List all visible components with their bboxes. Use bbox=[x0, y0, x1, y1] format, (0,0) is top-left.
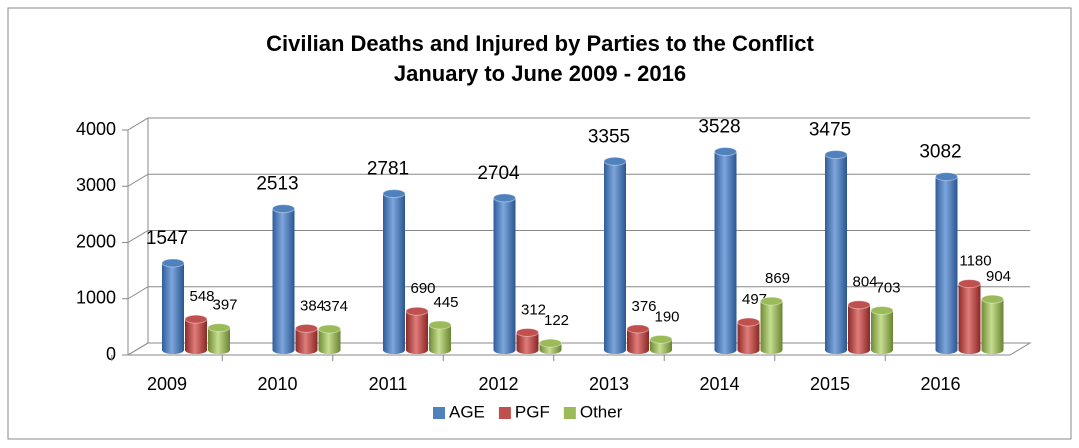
x-tick-label: 2010 bbox=[257, 374, 297, 394]
bar-top bbox=[295, 323, 318, 333]
bar bbox=[516, 332, 539, 354]
bar-top bbox=[760, 296, 783, 306]
legend-label: Other bbox=[580, 402, 623, 421]
bar-top bbox=[649, 334, 673, 344]
bar bbox=[162, 262, 184, 354]
bar-top bbox=[539, 338, 562, 348]
value-label: 445 bbox=[433, 294, 458, 311]
bar-top bbox=[161, 258, 185, 268]
value-label: 122 bbox=[544, 312, 569, 329]
bar bbox=[318, 328, 341, 354]
bar bbox=[650, 339, 672, 354]
bar bbox=[406, 311, 428, 354]
bar bbox=[493, 197, 516, 354]
bar-top bbox=[626, 324, 650, 334]
value-label: 1180 bbox=[959, 253, 991, 270]
legend-swatch bbox=[433, 407, 445, 419]
bar-top bbox=[824, 150, 848, 160]
bar bbox=[185, 319, 207, 354]
y-tick-label: 1000 bbox=[76, 288, 116, 308]
y-tick-label: 0 bbox=[106, 344, 116, 364]
bar bbox=[871, 310, 893, 354]
legend-label: AGE bbox=[449, 402, 485, 421]
value-label: 3082 bbox=[919, 142, 961, 163]
bar bbox=[935, 176, 958, 354]
value-label: 312 bbox=[521, 301, 546, 318]
bar bbox=[295, 328, 318, 354]
grid-line bbox=[127, 117, 1030, 131]
value-label: 374 bbox=[323, 298, 348, 315]
legend-swatch bbox=[563, 407, 576, 419]
value-label: 397 bbox=[212, 297, 237, 314]
legend-label: PGF bbox=[515, 402, 550, 421]
value-label: 690 bbox=[410, 280, 435, 297]
bar-top bbox=[935, 172, 958, 182]
x-tick-label: 2012 bbox=[478, 374, 518, 394]
value-label: 190 bbox=[654, 308, 679, 325]
bar-top bbox=[958, 279, 981, 289]
value-label: 2781 bbox=[367, 159, 409, 180]
bar-top bbox=[272, 204, 295, 214]
bar bbox=[958, 283, 981, 354]
bar-top bbox=[428, 320, 452, 330]
y-tick-label: 3000 bbox=[76, 175, 116, 195]
bar-top bbox=[318, 324, 341, 334]
chart-subtitle: January to June 2009 - 2016 bbox=[394, 61, 686, 86]
floor bbox=[126, 342, 1032, 356]
legend-swatch bbox=[498, 407, 511, 419]
bar bbox=[429, 324, 451, 354]
bar-top bbox=[184, 314, 208, 324]
value-label: 2704 bbox=[477, 163, 520, 184]
x-tick-label: 2014 bbox=[699, 374, 739, 394]
chart-title: Civilian Deaths and Injured by Parties t… bbox=[266, 31, 814, 56]
x-tick-label: 2016 bbox=[920, 374, 960, 394]
bar-top bbox=[405, 306, 429, 316]
bar-top bbox=[847, 300, 871, 310]
x-tick-label: 2011 bbox=[369, 374, 408, 394]
bar-top bbox=[981, 294, 1004, 304]
y-tick-label: 4000 bbox=[76, 119, 116, 139]
value-label: 384 bbox=[300, 297, 325, 314]
value-label: 2513 bbox=[256, 174, 298, 195]
value-label: 703 bbox=[875, 279, 900, 296]
bar-top bbox=[207, 323, 231, 333]
y-tick-label: 2000 bbox=[76, 231, 116, 251]
bar bbox=[272, 208, 295, 354]
bar bbox=[627, 328, 649, 354]
value-label: 804 bbox=[852, 274, 877, 291]
value-label: 3475 bbox=[809, 120, 851, 141]
bar bbox=[208, 327, 230, 354]
value-label: 376 bbox=[631, 298, 656, 315]
bar bbox=[714, 151, 737, 354]
bar-top bbox=[516, 327, 539, 337]
bar bbox=[737, 322, 760, 354]
bar-top bbox=[870, 305, 894, 315]
bar bbox=[760, 301, 783, 354]
bar-top bbox=[714, 147, 737, 157]
value-label: 3528 bbox=[698, 117, 740, 138]
bar bbox=[848, 304, 870, 354]
value-label: 869 bbox=[765, 270, 790, 287]
x-tick-label: 2013 bbox=[589, 374, 629, 394]
value-label: 904 bbox=[986, 268, 1011, 285]
bar-top bbox=[493, 193, 516, 203]
bar bbox=[825, 154, 847, 354]
bar bbox=[981, 299, 1004, 354]
x-tick-label: 2015 bbox=[810, 374, 850, 394]
bar-top bbox=[382, 189, 406, 199]
value-label: 1547 bbox=[146, 228, 188, 249]
value-label: 548 bbox=[189, 288, 214, 305]
bar bbox=[383, 193, 405, 354]
bar bbox=[604, 161, 626, 354]
value-label: 3355 bbox=[588, 126, 630, 147]
x-tick-label: 2009 bbox=[147, 374, 187, 394]
bar-top bbox=[603, 156, 627, 166]
bar-top bbox=[737, 317, 760, 327]
chart-border bbox=[7, 7, 1072, 440]
